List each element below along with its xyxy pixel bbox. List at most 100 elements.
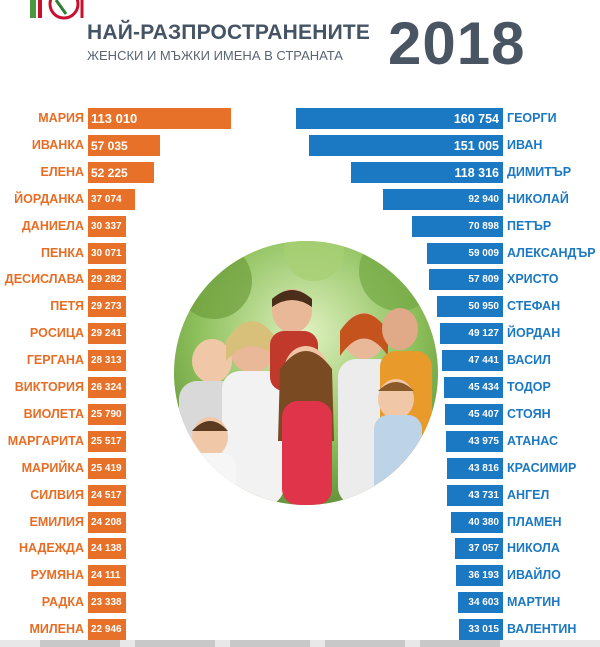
female-bar: 25 517: [88, 431, 126, 452]
year-label: 2018: [388, 10, 526, 77]
female-value-label: 25 517: [91, 436, 122, 447]
female-bar: 30 071: [88, 243, 126, 264]
male-name-label: АЛЕКСАНДЪР: [507, 246, 596, 260]
male-value-label: 40 380: [468, 517, 499, 528]
female-bar: 37 074: [88, 189, 135, 210]
female-name-label: РОСИЦА: [29, 326, 84, 340]
male-value-label: 47 441: [468, 355, 499, 366]
male-name-label: АТАНАС: [507, 434, 559, 448]
female-bar: 24 208: [88, 512, 126, 533]
female-value-label: 25 790: [91, 409, 122, 420]
female-bar: 29 241: [88, 323, 126, 344]
male-name-label: ХРИСТО: [507, 272, 559, 286]
male-bar: 36 193: [456, 565, 503, 586]
female-bar: 24 517: [88, 485, 126, 506]
female-name-label: МАРИЙКА: [21, 461, 84, 475]
female-value-label: 24 208: [91, 517, 122, 528]
female-name-label: МИЛЕНА: [29, 622, 84, 636]
male-bar: 40 380: [451, 512, 503, 533]
female-name-label: ПЕНКА: [40, 246, 84, 260]
male-name-label: СТЕФАН: [507, 299, 561, 313]
male-name-label: НИКОЛА: [507, 541, 560, 555]
male-bar: 37 057: [455, 538, 503, 559]
male-value-label: 43 731: [468, 490, 499, 501]
male-value-label: 34 603: [468, 597, 499, 608]
female-name-label: ЕМИЛИЯ: [29, 515, 84, 529]
female-bar: 24 111: [88, 565, 126, 586]
male-name-label: ВАСИЛ: [507, 353, 551, 367]
male-value-label: 59 009: [468, 248, 499, 259]
male-value-label: 43 816: [468, 463, 499, 474]
female-name-label: ЙОРДАНКА: [14, 192, 84, 206]
female-bar: 26 324: [88, 377, 126, 398]
female-name-label: ПЕТЯ: [50, 299, 84, 313]
male-name-label: ГЕОРГИ: [507, 111, 557, 125]
female-name-label: ЕЛЕНА: [40, 165, 85, 179]
male-value-label: 49 127: [468, 328, 499, 339]
female-name-label: МАРГАРИТА: [7, 434, 84, 448]
male-value-label: 57 809: [468, 274, 499, 285]
female-name-label: ГЕРГАНА: [26, 353, 84, 367]
female-bar: 52 225: [88, 162, 154, 183]
male-bar: 49 127: [440, 323, 503, 344]
male-name-label: ДИМИТЪР: [507, 165, 572, 179]
family-photo: [174, 241, 438, 505]
male-bar: 160 754: [296, 108, 503, 129]
male-name-label: ПЛАМЕН: [507, 515, 562, 529]
female-bar: 22 946: [88, 619, 126, 640]
female-bar: 29 282: [88, 269, 126, 290]
male-bar: 34 603: [458, 592, 503, 613]
male-bar: 92 940: [383, 189, 503, 210]
male-value-label: 92 940: [468, 194, 499, 205]
female-name-label: МАРИЯ: [38, 111, 84, 125]
male-value-label: 70 898: [468, 221, 499, 232]
female-name-label: РУМЯНА: [30, 568, 84, 582]
female-value-label: 24 111: [91, 570, 121, 581]
logo: [28, 0, 88, 25]
female-value-label: 25 419: [91, 463, 122, 474]
female-value-label: 30 337: [91, 221, 122, 232]
female-name-label: ИВАНКА: [31, 138, 84, 152]
male-value-label: 118 316: [454, 165, 500, 180]
male-name-label: ЙОРДАН: [507, 326, 561, 340]
female-value-label: 113 010: [91, 111, 138, 126]
female-value-label: 24 517: [91, 490, 122, 501]
male-bar: 151 005: [309, 135, 503, 156]
female-value-label: 24 138: [91, 543, 122, 554]
male-name-label: АНГЕЛ: [507, 488, 550, 502]
female-value-label: 37 074: [91, 194, 122, 205]
male-bar: 43 975: [446, 431, 503, 452]
female-name-label: РАДКА: [41, 595, 84, 609]
female-bar: 23 338: [88, 592, 126, 613]
male-bar: 45 434: [444, 377, 503, 398]
female-value-label: 29 282: [91, 274, 122, 285]
male-value-label: 43 975: [468, 436, 499, 447]
male-name-label: ИВАЙЛО: [507, 568, 561, 582]
male-name-label: ИВАН: [507, 138, 543, 152]
female-bar: 25 790: [88, 404, 126, 425]
male-bar: 33 015: [459, 619, 503, 640]
male-name-label: КРАСИМИР: [507, 461, 577, 475]
page-title: НАЙ-РАЗПРОСТРАНЕНИТЕ: [87, 21, 371, 44]
female-name-label: ДАНИЕЛА: [21, 219, 84, 233]
male-bar: 118 316: [351, 162, 503, 183]
female-name-label: НАДЕЖДА: [19, 541, 84, 555]
male-name-label: ВАЛЕНТИН: [507, 622, 577, 636]
male-bar: 57 809: [429, 269, 503, 290]
male-bar: 45 407: [445, 404, 503, 425]
female-value-label: 30 071: [91, 248, 122, 259]
female-bar: 30 337: [88, 216, 126, 237]
female-value-label: 57 035: [91, 138, 128, 153]
male-bar: 47 441: [442, 350, 503, 371]
male-value-label: 160 754: [453, 111, 499, 126]
male-bar: 43 731: [447, 485, 503, 506]
bottom-strip: [0, 640, 600, 647]
male-value-label: 45 407: [468, 409, 499, 420]
male-value-label: 45 434: [468, 382, 499, 393]
female-name-label: СИЛВИЯ: [30, 488, 84, 502]
female-bar: 57 035: [88, 135, 160, 156]
male-value-label: 50 950: [468, 301, 499, 312]
male-value-label: 33 015: [468, 624, 499, 635]
female-bar: 28 313: [88, 350, 126, 371]
male-bar: 70 898: [412, 216, 503, 237]
